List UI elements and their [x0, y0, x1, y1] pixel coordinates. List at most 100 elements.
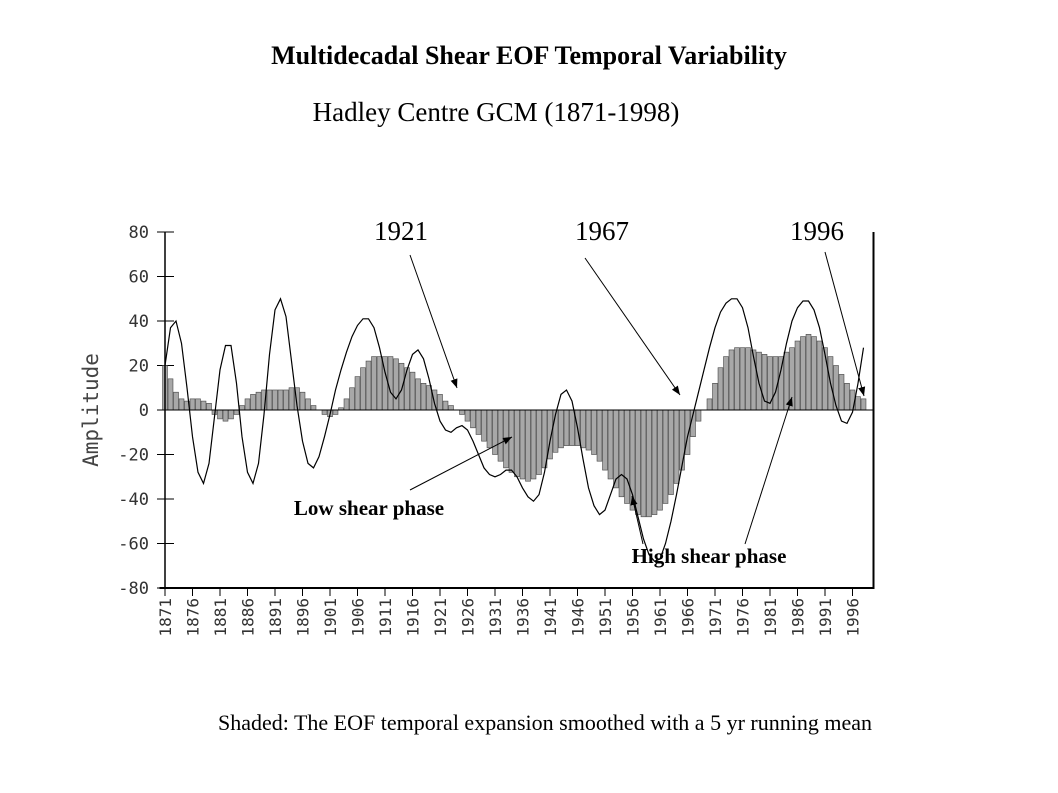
line-series [164, 297, 865, 563]
bar [250, 394, 256, 411]
y-tick-label: 0 [139, 401, 149, 421]
bar [459, 409, 465, 415]
bar [717, 367, 724, 411]
bar [283, 389, 289, 411]
bar [464, 409, 471, 422]
bar [536, 409, 542, 475]
bar [602, 409, 608, 471]
bar [668, 409, 674, 495]
bar [613, 409, 619, 489]
annotation-arrow [824, 251, 866, 397]
bar [239, 405, 245, 411]
bar [354, 376, 361, 411]
bar [712, 382, 718, 411]
x-tick-label: 1966 [679, 598, 698, 637]
bar [349, 387, 355, 411]
bar [778, 356, 784, 411]
bar [624, 409, 630, 504]
annotation: High shear phase [632, 544, 787, 568]
bar [195, 398, 201, 411]
bar [206, 403, 212, 411]
bar [272, 389, 278, 411]
bar [745, 347, 751, 411]
bar [448, 405, 454, 411]
x-tick-label: 1871 [156, 598, 175, 637]
bar [393, 358, 399, 411]
bar [470, 409, 476, 429]
footnote: Shaded: The EOF temporal expansion smoot… [218, 710, 872, 735]
bar [222, 409, 229, 422]
bar [580, 409, 586, 449]
bar [167, 378, 174, 411]
chart-subtitle: Hadley Centre GCM (1871-1998) [313, 97, 680, 127]
bar [266, 389, 273, 411]
bar [585, 409, 592, 451]
chart-title: Multidecadal Shear EOF Temporal Variabil… [271, 41, 787, 70]
y-tick-label: -20 [118, 446, 149, 466]
x-tick-label: 1896 [294, 598, 313, 637]
bar [591, 409, 597, 455]
bar [376, 356, 383, 411]
x-tick-label: 1936 [514, 598, 533, 637]
bar [811, 336, 817, 411]
bar [415, 378, 421, 411]
bar [789, 347, 795, 411]
bar [244, 398, 251, 411]
bar [519, 409, 526, 480]
bar [475, 409, 482, 435]
bar [728, 349, 735, 411]
bar [783, 351, 790, 411]
bar [530, 409, 537, 480]
annotation: 1921 [374, 216, 428, 246]
bar [525, 409, 531, 482]
bar [288, 387, 295, 411]
y-tick-label: 60 [129, 268, 149, 288]
bar [233, 409, 240, 415]
bar [365, 360, 372, 411]
x-tick-label: 1996 [844, 598, 863, 637]
bar [486, 409, 493, 449]
bar [651, 409, 658, 515]
x-tick-label: 1921 [431, 598, 450, 637]
bar [618, 409, 625, 498]
annotation-arrow [409, 254, 458, 389]
bar [310, 405, 317, 411]
bar [398, 362, 405, 411]
bar [607, 409, 614, 480]
bar [844, 382, 850, 411]
y-tick-label: -40 [118, 490, 149, 510]
bar [437, 394, 443, 411]
bar [805, 334, 812, 411]
bar [508, 409, 515, 473]
x-tick-label: 1916 [404, 598, 423, 637]
x-tick-label: 1961 [651, 598, 670, 637]
bar [305, 398, 311, 411]
x-tick-label: 1886 [239, 598, 258, 637]
x-tick-label: 1941 [541, 598, 560, 637]
annotation: 1967 [575, 216, 629, 246]
bar [255, 391, 262, 411]
bar [679, 409, 685, 471]
bar [299, 391, 306, 411]
x-tick-label: 1971 [706, 598, 725, 637]
x-tick-label: 1901 [321, 598, 340, 637]
y-axis-label: Amplitude [79, 353, 103, 467]
annotation: Low shear phase [294, 496, 444, 520]
x-tick-label: 1926 [459, 598, 478, 637]
bar [173, 391, 179, 411]
bar [635, 409, 641, 515]
y-tick-label: -60 [118, 535, 149, 555]
bar [794, 340, 801, 411]
bar [695, 409, 702, 422]
bar [739, 347, 746, 411]
bar [734, 347, 740, 411]
x-tick-label: 1881 [211, 598, 230, 637]
bar [420, 382, 427, 411]
bar [189, 398, 196, 411]
bar [855, 396, 861, 411]
annotation-arrow [744, 396, 793, 545]
bar [343, 398, 350, 411]
bar [662, 409, 669, 504]
x-tick-label: 1876 [184, 598, 203, 637]
